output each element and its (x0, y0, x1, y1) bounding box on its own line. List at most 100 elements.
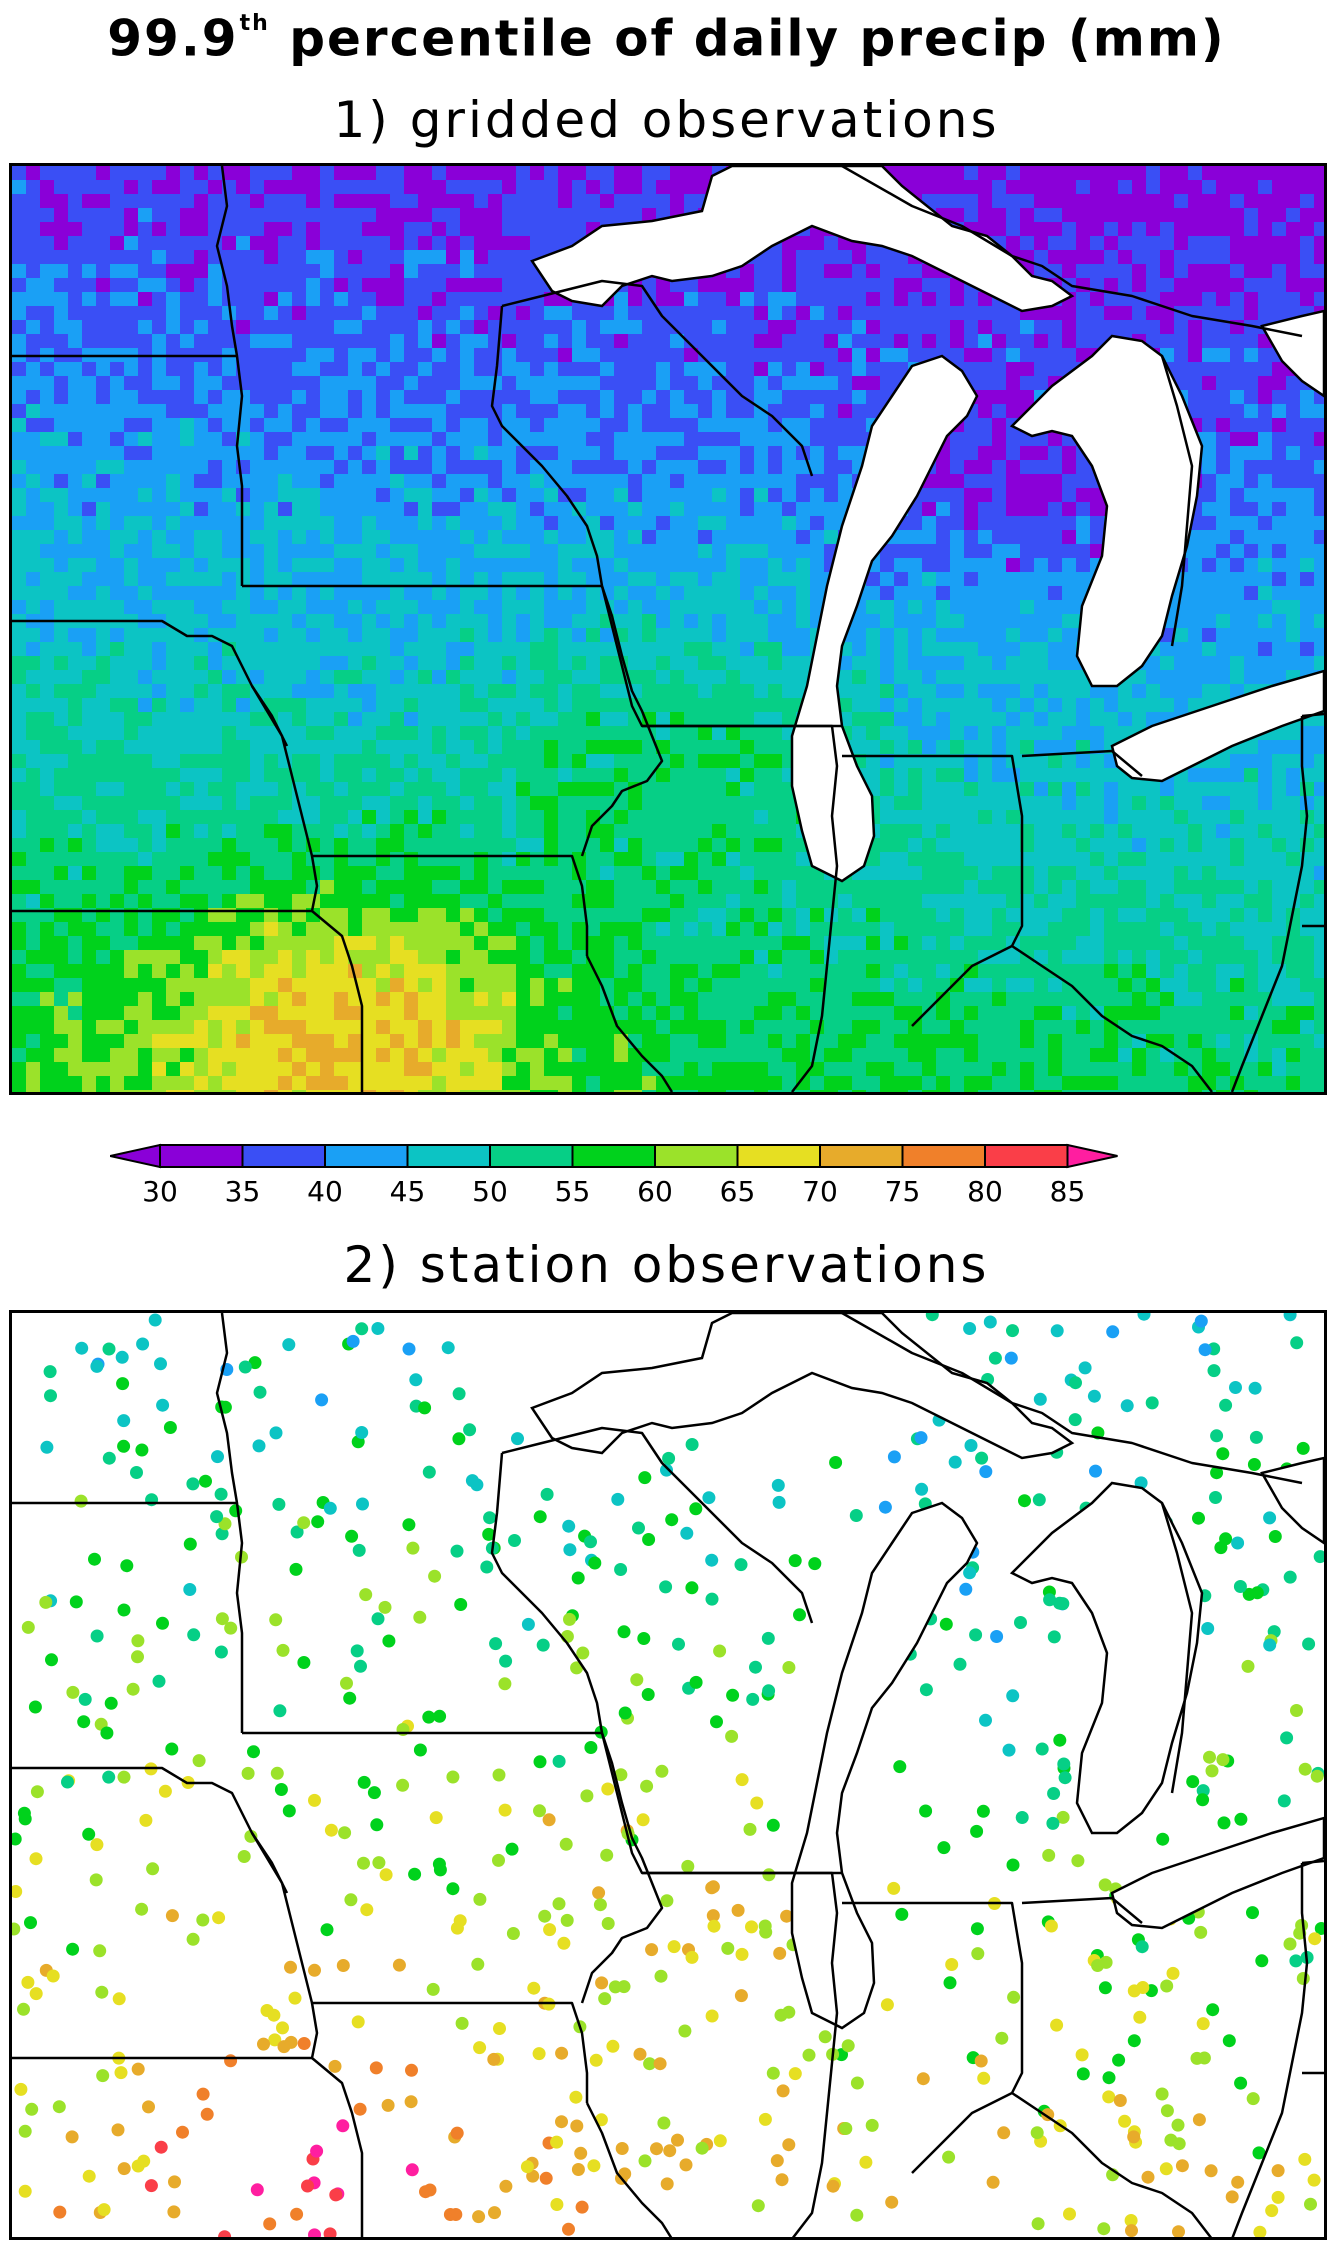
field-cell (992, 390, 1007, 405)
field-cell (866, 628, 881, 643)
field-cell (754, 418, 769, 433)
field-cell (124, 320, 139, 335)
field-cell (1034, 768, 1049, 783)
field-cell (670, 642, 685, 657)
field-cell (530, 768, 545, 783)
field-cell (208, 614, 223, 629)
field-cell (152, 754, 167, 769)
field-cell (866, 334, 881, 349)
field-cell (782, 530, 797, 545)
field-cell (474, 348, 489, 363)
field-cell (1230, 306, 1245, 321)
field-cell (684, 894, 699, 909)
field-cell (740, 292, 755, 307)
field-cell (138, 488, 153, 503)
field-cell (96, 740, 111, 755)
field-cell (628, 670, 643, 685)
field-cell (712, 656, 727, 671)
field-cell (530, 614, 545, 629)
field-cell (1314, 180, 1324, 195)
field-cell (418, 250, 433, 265)
field-cell (1006, 376, 1021, 391)
field-cell (110, 488, 125, 503)
field-cell (516, 572, 531, 587)
field-cell (12, 404, 27, 419)
field-cell (236, 194, 251, 209)
field-cell (796, 880, 811, 895)
field-cell (96, 446, 111, 461)
field-cell (152, 460, 167, 475)
field-cell (1286, 572, 1301, 587)
field-cell (96, 768, 111, 783)
field-cell (54, 460, 69, 475)
field-cell (586, 180, 601, 195)
field-cell (922, 698, 937, 713)
field-cell (1076, 488, 1091, 503)
field-cell (880, 642, 895, 657)
field-cell (432, 866, 447, 881)
field-cell (600, 782, 615, 797)
field-cell (572, 558, 587, 573)
field-cell (1090, 866, 1105, 881)
field-cell (432, 376, 447, 391)
field-cell (628, 740, 643, 755)
field-cell (82, 866, 97, 881)
field-cell (894, 320, 909, 335)
field-cell (404, 236, 419, 251)
field-cell (1188, 684, 1203, 699)
field-cell (446, 264, 461, 279)
field-cell (684, 390, 699, 405)
field-cell (978, 404, 993, 419)
field-cell (180, 796, 195, 811)
field-cell (166, 166, 181, 181)
field-cell (684, 782, 699, 797)
field-cell (138, 250, 153, 265)
field-cell (558, 852, 573, 867)
field-cell (1048, 320, 1063, 335)
field-cell (544, 376, 559, 391)
field-cell (180, 754, 195, 769)
field-cell (1174, 684, 1189, 699)
field-cell (614, 880, 629, 895)
field-cell (656, 796, 671, 811)
field-cell (642, 880, 657, 895)
field-cell (1090, 698, 1105, 713)
field-cell (782, 390, 797, 405)
field-cell (502, 166, 517, 181)
field-cell (880, 348, 895, 363)
field-cell (754, 642, 769, 657)
field-cell (1132, 670, 1147, 685)
field-cell (12, 292, 27, 307)
field-cell (278, 572, 293, 587)
field-cell (432, 362, 447, 377)
field-cell (754, 572, 769, 587)
field-cell (110, 236, 125, 251)
field-cell (698, 488, 713, 503)
field-cell (1286, 278, 1301, 293)
field-cell (1216, 782, 1231, 797)
field-cell (1006, 866, 1021, 881)
field-cell (1048, 334, 1063, 349)
field-cell (908, 642, 923, 657)
field-cell (460, 516, 475, 531)
field-cell (306, 264, 321, 279)
field-cell (208, 264, 223, 279)
field-cell (1062, 572, 1077, 587)
field-cell (1244, 348, 1259, 363)
field-cell (1272, 208, 1287, 223)
field-cell (40, 250, 55, 265)
field-cell (460, 320, 475, 335)
field-cell (1020, 236, 1035, 251)
field-cell (1230, 390, 1245, 405)
field-cell (978, 754, 993, 769)
field-cell (1006, 880, 1021, 895)
field-cell (614, 838, 629, 853)
field-cell (26, 432, 41, 447)
field-cell (180, 376, 195, 391)
field-cell (516, 600, 531, 615)
field-cell (68, 236, 83, 251)
field-cell (1230, 460, 1245, 475)
field-cell (1174, 838, 1189, 853)
field-cell (656, 460, 671, 475)
field-cell (488, 208, 503, 223)
